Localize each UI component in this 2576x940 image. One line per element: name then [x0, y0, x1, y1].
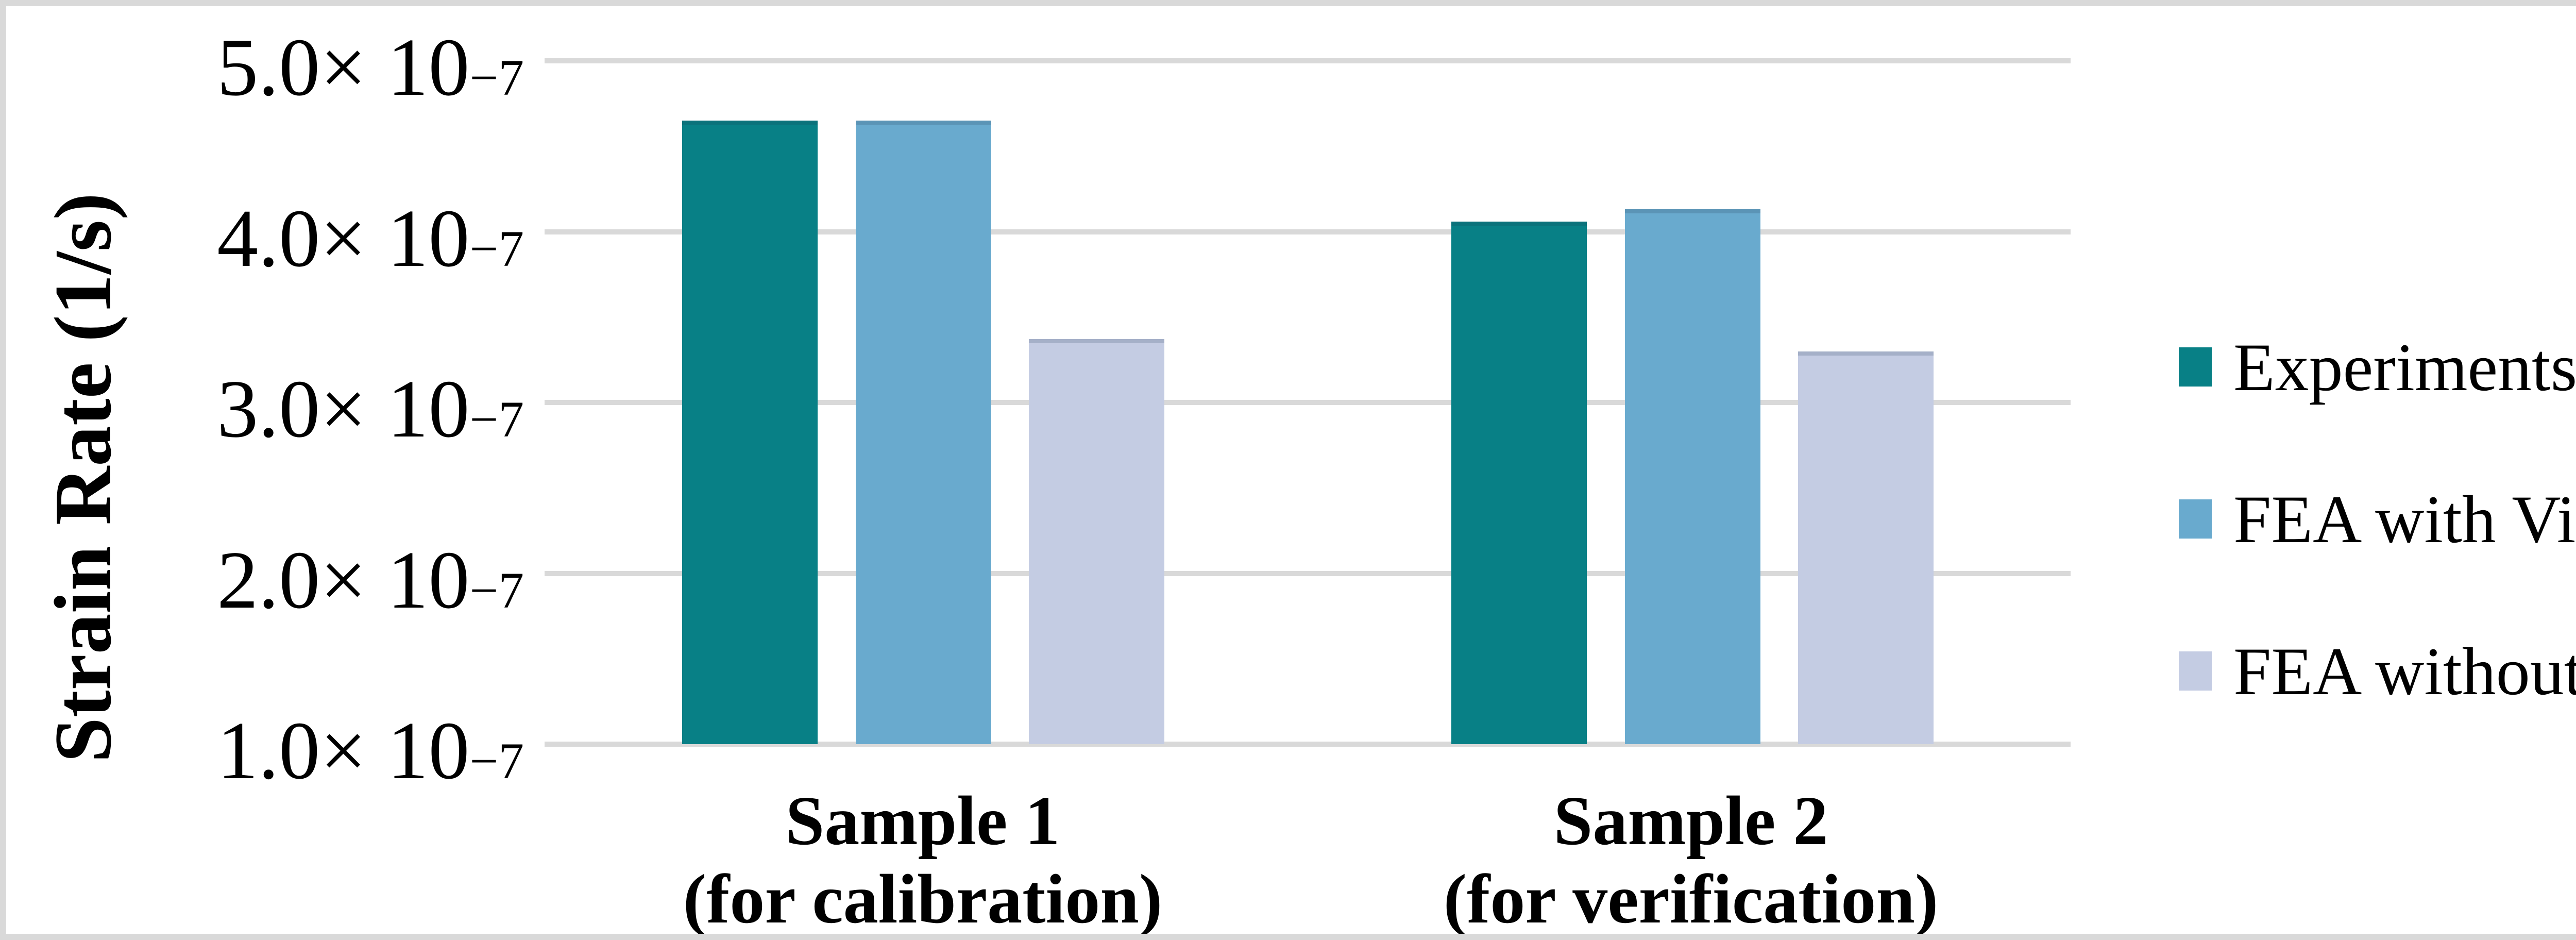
y-tick-label: 2.0× 10−7: [217, 533, 524, 626]
legend-swatch-experiments: [2179, 347, 2212, 387]
gridline: [545, 742, 2071, 747]
x-axis-label-title: Sample 1: [785, 782, 1060, 860]
legend-label: Experiments: [2233, 329, 2576, 405]
bar-fea-without-gb-sample-1: [1029, 339, 1164, 744]
y-tick-label: 1.0× 10−7: [217, 704, 524, 796]
x-axis-label-sample-1: Sample 1 (for calibration): [683, 782, 1163, 938]
x-axis-label-subtitle: (for calibration): [683, 861, 1163, 938]
legend-item-fea-with-viscoplastic-gb: FEA with Viscoplastic GB: [2179, 467, 2576, 570]
gridline: [545, 229, 2071, 234]
legend-swatch-fea-with-viscoplastic-gb: [2179, 499, 2212, 539]
bar-fea-with-viscoplastic-gb-sample-1: [855, 121, 991, 744]
y-tick-label: 3.0× 10−7: [217, 363, 524, 455]
legend-item-fea-without-gb: FEA without GB: [2179, 619, 2576, 723]
x-axis-label-subtitle: (for verification): [1443, 861, 1939, 938]
x-axis-label-title: Sample 2: [1553, 782, 1828, 860]
legend-swatch-fea-without-gb: [2179, 651, 2212, 691]
y-tick-label: 4.0× 10−7: [217, 192, 524, 284]
bar-experiments-sample-2: [1451, 221, 1587, 744]
plot-area: 5.0× 10−7 4.0× 10−7 3.0× 10−7 2.0× 10−7 1.0×…: [6, 6, 2077, 934]
bar-fea-with-viscoplastic-gb-sample-2: [1624, 209, 1760, 744]
gridline: [545, 400, 2071, 405]
x-axis-label-sample-2: Sample 2 (for verification): [1443, 782, 1939, 938]
gridline: [545, 58, 2071, 63]
legend-label: FEA with Viscoplastic GB: [2233, 481, 2576, 557]
gridline: [545, 570, 2071, 576]
y-tick-label: 5.0× 10−7: [217, 21, 524, 113]
legend-item-experiments: Experiments: [2179, 315, 2576, 418]
bar-fea-without-gb-sample-2: [1798, 351, 1934, 744]
bar-experiments-sample-1: [682, 121, 818, 744]
legend-label: FEA without GB: [2233, 633, 2576, 709]
